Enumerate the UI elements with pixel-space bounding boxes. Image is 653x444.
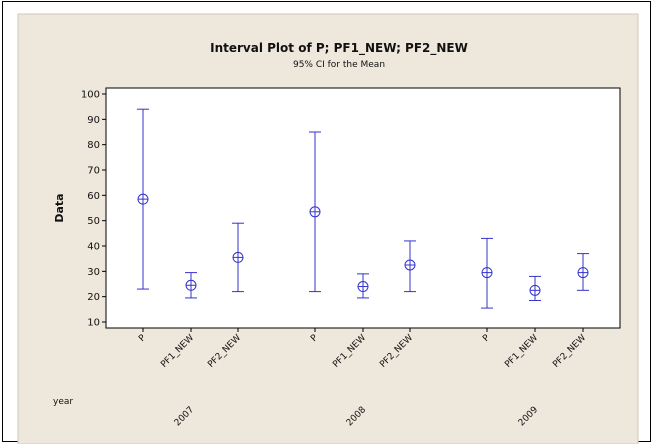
y-axis-title: Data [53,193,66,222]
x-axis-title: year [53,397,73,407]
y-tick-label: 50 [87,216,100,227]
y-tick-label: 40 [87,242,100,253]
y-tick-label: 100 [81,90,100,101]
y-tick-label: 90 [87,115,100,126]
y-axis: 10 20 30 40 50 60 70 80 90 100 [81,90,106,329]
interval-7 [529,275,541,301]
x-category-label: P [137,333,148,344]
interval-6 [481,237,493,309]
interval-1 [185,272,197,299]
intervals [137,108,589,309]
interval-5 [404,240,416,293]
chart-title: Interval Plot of P; PF1_NEW; PF2_NEW [210,41,468,56]
interval-2 [232,222,244,293]
interval-8 [577,253,589,291]
interval-0 [137,108,149,290]
interval-4 [357,273,369,299]
y-tick-label: 30 [87,267,100,278]
x-category-label: P [309,333,320,344]
x-category-label: P [481,333,492,344]
y-tick-label: 70 [87,166,100,177]
chart-subtitle: 95% CI for the Mean [293,60,385,70]
y-tick-label: 10 [87,318,100,329]
y-tick-label: 80 [87,140,100,151]
y-tick-label: 60 [87,191,100,202]
y-tick-label: 20 [87,292,100,303]
interval-3 [309,131,321,293]
